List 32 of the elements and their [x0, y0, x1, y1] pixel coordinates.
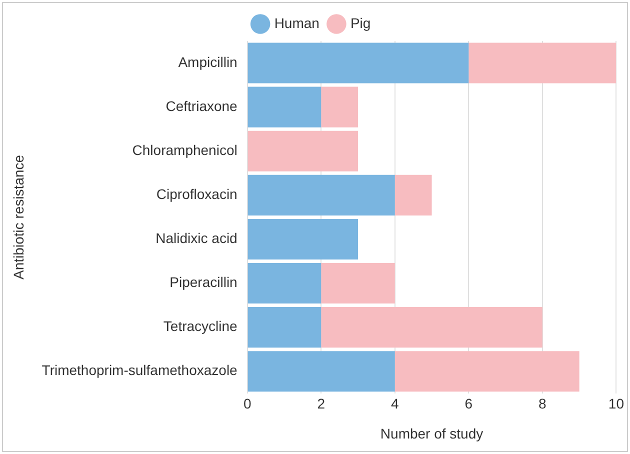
y-axis-title: Antibiotic resistance	[10, 154, 26, 280]
bar	[321, 307, 542, 348]
bar	[321, 86, 358, 128]
bar	[248, 218, 358, 260]
x-tick-label: 6	[464, 396, 473, 412]
y-tick-label: Ciprofloxacin	[156, 186, 238, 202]
bar	[248, 42, 469, 84]
y-tick-label: Piperacillin	[170, 274, 238, 290]
y-tick-label: Trimethoprim-sulfamethoxazole	[42, 362, 238, 378]
x-tick-label: 2	[317, 396, 326, 412]
y-tick-label: Nalidixic acid	[156, 230, 238, 246]
bar	[321, 263, 395, 304]
y-tick-label: Chloramphenicol	[132, 142, 238, 158]
bar	[248, 130, 358, 172]
bar	[248, 307, 322, 348]
x-axis-title: Number of study	[380, 425, 484, 442]
bar	[248, 263, 322, 304]
y-tick-label: Tetracycline	[163, 318, 238, 334]
legend-label: Human	[274, 14, 320, 31]
legend-label: Pig	[350, 14, 371, 31]
x-tick-label: 0	[243, 396, 252, 412]
bar	[394, 174, 432, 216]
bar	[394, 351, 580, 392]
bar	[468, 42, 616, 84]
x-tick-label: 8	[538, 396, 547, 412]
y-tick-label: Ceftriaxone	[166, 98, 238, 114]
x-tick-label: 10	[608, 396, 624, 412]
bar	[248, 174, 395, 216]
bar	[248, 86, 322, 128]
y-tick-label: Ampicillin	[178, 54, 238, 70]
bar	[248, 351, 395, 392]
x-tick-label: 4	[390, 396, 399, 412]
